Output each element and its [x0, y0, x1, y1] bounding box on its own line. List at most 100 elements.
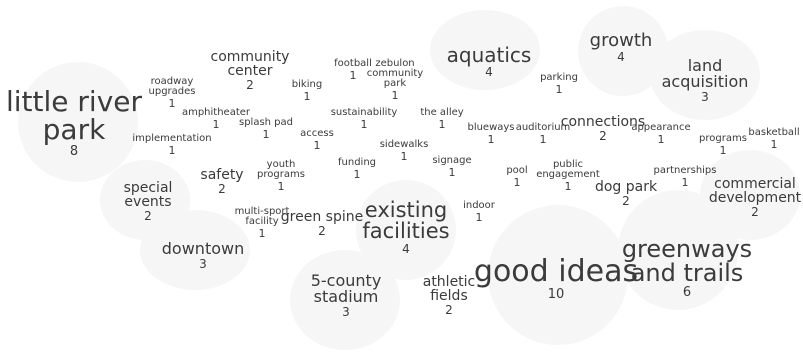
- term-count: 1: [438, 118, 446, 131]
- term-word: amphitheater: [181, 107, 251, 118]
- term-count: 3: [199, 257, 207, 271]
- cloud-term: connections 2: [561, 115, 645, 142]
- term-word: green spine: [280, 209, 364, 225]
- term-count: 1: [719, 144, 727, 157]
- cloud-term: multi-sport facility 1: [234, 206, 290, 240]
- background-bubble: [488, 205, 628, 345]
- term-word: pool: [506, 165, 528, 176]
- term-word: implementation: [132, 133, 212, 144]
- cloud-term: biking 1: [291, 79, 323, 103]
- cloud-term: appearance 1: [631, 123, 690, 146]
- term-word: good ideas: [473, 254, 639, 289]
- term-word: blueways: [467, 122, 515, 133]
- term-count: 2: [622, 194, 630, 208]
- background-bubble: [290, 250, 400, 350]
- cloud-term: public engagement 1: [536, 159, 600, 193]
- term-word: programs: [699, 133, 747, 144]
- cloud-term: little river park 8: [5, 85, 143, 159]
- term-word: little river park: [5, 85, 143, 146]
- background-bubble: [700, 150, 800, 240]
- term-word: community center: [210, 49, 290, 79]
- term-word: youth programs: [257, 159, 305, 180]
- term-count: 1: [391, 89, 399, 102]
- term-word: partnerships: [653, 165, 717, 176]
- term-count: 4: [485, 65, 493, 79]
- cloud-term: aquatics 4: [447, 45, 532, 78]
- term-count: 1: [657, 133, 665, 146]
- term-count: 1: [168, 144, 176, 157]
- term-word: public engagement: [536, 159, 600, 180]
- cloud-term: funding 1: [337, 157, 377, 181]
- term-word: commercial development: [708, 176, 802, 206]
- term-word: aquatics: [446, 43, 532, 67]
- cloud-term: athletic fields 2: [423, 275, 476, 316]
- term-count: 8: [69, 144, 79, 159]
- term-count: 6: [682, 285, 692, 300]
- cloud-term: dog park 2: [595, 180, 657, 207]
- cloud-term: programs 1: [699, 133, 747, 157]
- term-count: 3: [701, 90, 709, 104]
- term-count: 2: [445, 303, 453, 317]
- term-word: funding: [337, 157, 377, 168]
- term-count: 1: [539, 133, 547, 146]
- cloud-term: land acquisition 3: [662, 58, 749, 104]
- cloud-term: blueways 1: [467, 122, 515, 146]
- term-word: indoor: [463, 200, 495, 211]
- term-word: downtown: [161, 239, 245, 258]
- term-word: special events: [123, 180, 173, 210]
- cloud-term: good ideas 10: [473, 254, 639, 302]
- term-count: 2: [218, 182, 226, 196]
- term-count: 1: [303, 90, 311, 103]
- term-word: 5-county stadium: [310, 271, 382, 306]
- cloud-term: growth 4: [589, 30, 653, 64]
- cloud-term: safety 2: [200, 168, 243, 195]
- cloud-term: existing facilities 4: [362, 200, 449, 256]
- cloud-term: amphitheater 1: [181, 107, 251, 131]
- term-count: 1: [448, 166, 456, 179]
- term-word: the alley: [420, 107, 464, 118]
- cloud-term: auditorium 1: [516, 123, 571, 146]
- background-bubble: [430, 10, 540, 90]
- term-word: athletic fields: [422, 274, 476, 304]
- term-word: basketball: [748, 127, 800, 138]
- cloud-term: sustainability 1: [330, 107, 398, 131]
- cloud-term: sidewalks 1: [380, 140, 429, 163]
- cloud-term: greenways and trails 6: [622, 237, 752, 299]
- term-count: 1: [475, 211, 483, 224]
- term-word: access: [300, 128, 334, 139]
- term-count: 2: [599, 129, 607, 143]
- term-count: 1: [360, 118, 368, 131]
- term-word: biking: [291, 79, 323, 90]
- term-word: multi-sport facility: [234, 206, 290, 227]
- term-word: sustainability: [330, 107, 398, 118]
- cloud-term: parking 1: [540, 72, 578, 96]
- term-count: 1: [770, 138, 778, 151]
- cloud-term: 5-county stadium 3: [310, 271, 382, 319]
- cloud-term: roadway upgrades 1: [149, 77, 196, 110]
- cloud-term: green spine 2: [281, 210, 363, 237]
- background-bubble: [100, 160, 190, 240]
- term-count: 4: [617, 50, 625, 64]
- cloud-term: splash pad 1: [239, 118, 293, 141]
- term-count: 2: [246, 78, 254, 92]
- term-word: football: [334, 58, 372, 69]
- term-count: 1: [513, 176, 521, 189]
- term-count: 1: [400, 150, 408, 163]
- term-count: 1: [258, 227, 266, 240]
- cloud-term: youth programs 1: [257, 159, 305, 193]
- cloud-term: special events 2: [124, 181, 173, 222]
- term-count: 2: [318, 224, 326, 238]
- term-count: 1: [487, 133, 495, 146]
- cloud-term: downtown 3: [161, 239, 245, 271]
- cloud-term: signage 1: [432, 156, 471, 179]
- term-count: 10: [547, 287, 565, 302]
- term-count: 3: [342, 305, 350, 319]
- cloud-term: implementation 1: [132, 133, 212, 157]
- cloud-term: basketball 1: [748, 127, 800, 151]
- background-bubble: [650, 30, 760, 120]
- term-count: 1: [212, 118, 220, 131]
- term-word: growth: [589, 30, 653, 51]
- term-word: safety: [200, 167, 244, 183]
- term-word: parking: [540, 72, 578, 83]
